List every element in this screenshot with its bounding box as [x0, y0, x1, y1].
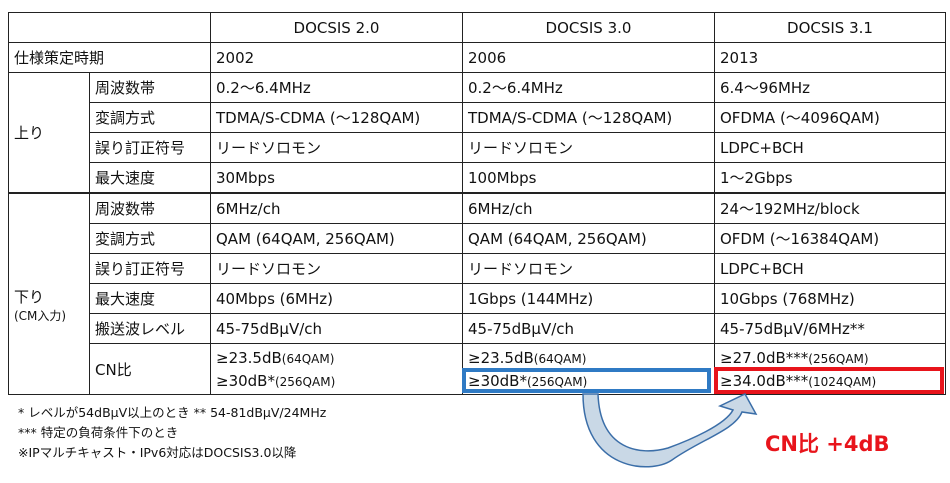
cell: QAM (64QAM, 256QAM) — [462, 223, 715, 254]
highlight-box-docsis-3-0 — [462, 368, 711, 393]
table-row: 下り (CM入力) 周波数帯 6MHz/ch 6MHz/ch 24～192MHz… — [8, 192, 946, 395]
row-label: 最大速度 — [89, 162, 211, 194]
cell: 6MHz/ch — [210, 192, 463, 224]
cell: リードソロモン — [462, 253, 715, 284]
cn-improvement-callout: CN比 +4dB — [765, 432, 890, 456]
cell: OFDMA (～4096QAM) — [714, 102, 946, 133]
footnote: * レベルが54dBμV以上のとき ** 54-81dBμV/24MHz — [18, 405, 327, 420]
header-corner — [8, 12, 211, 43]
header-docsis-2-0: DOCSIS 2.0 — [210, 12, 463, 43]
header-docsis-3-0: DOCSIS 3.0 — [462, 12, 715, 43]
cell: 24～192MHz/block — [714, 192, 946, 224]
group-label-upstream: 上り — [8, 72, 90, 194]
table-row: 誤り訂正符号 リードソロモン リードソロモン LDPC+BCH — [9, 253, 946, 284]
cell: リードソロモン — [210, 132, 463, 163]
row-label: 誤り訂正符号 — [89, 132, 211, 163]
cell: 1～2Gbps — [714, 162, 946, 194]
cell: 6.4～96MHz — [714, 72, 946, 103]
highlight-box-docsis-3-1 — [714, 367, 944, 394]
cell: LDPC+BCH — [714, 253, 946, 284]
docsis-comparison-table: DOCSIS 2.0 DOCSIS 3.0 DOCSIS 3.1 仕様策定時期 … — [8, 12, 946, 395]
row-label: 周波数帯 — [89, 72, 211, 103]
footnote: *** 特定の負荷条件下のとき — [18, 425, 179, 440]
cell: 40Mbps (6MHz) — [210, 283, 463, 314]
row-label: 誤り訂正符号 — [89, 253, 211, 284]
cell: 45-75dBμV/ch — [210, 313, 463, 344]
table-row: 変調方式 QAM (64QAM, 256QAM) QAM (64QAM, 256… — [9, 223, 946, 254]
cell: 0.2～6.4MHz — [210, 72, 463, 103]
cell: OFDM (～16384QAM) — [714, 223, 946, 254]
cn-value: ≥23.5dB — [468, 348, 534, 367]
row-label: 最大速度 — [89, 283, 211, 314]
cell: ≥23.5dB(64QAM) ≥30dB*(256QAM) — [210, 343, 463, 395]
cell: 2013 — [714, 42, 946, 73]
row-label: 仕様策定時期 — [8, 42, 211, 73]
cell: TDMA/S-CDMA (～128QAM) — [210, 102, 463, 133]
table-row: 上り 周波数帯 0.2～6.4MHz 0.2～6.4MHz 6.4～96MHz — [8, 72, 946, 194]
cell: QAM (64QAM, 256QAM) — [210, 223, 463, 254]
cell: 0.2～6.4MHz — [462, 72, 715, 103]
table-row: 誤り訂正符号 リードソロモン リードソロモン LDPC+BCH — [9, 132, 946, 163]
cn-value: ≥23.5dB — [216, 348, 282, 367]
row-label: 変調方式 — [89, 102, 211, 133]
cn-note: (256QAM) — [274, 374, 336, 389]
downstream-label: 下り — [14, 288, 45, 306]
table-row: 仕様策定時期 2002 2006 2013 — [8, 42, 946, 73]
downstream-sublabel: (CM入力) — [14, 309, 67, 323]
table-row: 搬送波レベル 45-75dBμV/ch 45-75dBμV/ch 45-75dB… — [9, 313, 946, 344]
header-row: DOCSIS 2.0 DOCSIS 3.0 DOCSIS 3.1 — [8, 12, 946, 43]
cell: 6MHz/ch — [462, 192, 715, 224]
cell: リードソロモン — [210, 253, 463, 284]
cn-value: ≥30dB* — [216, 371, 275, 390]
cell: 45-75dBμV/6MHz** — [714, 313, 946, 344]
cn-note: (1024QAM) — [808, 374, 877, 389]
group-label-downstream: 下り (CM入力) — [8, 192, 90, 395]
row-label: CN比 — [89, 343, 211, 395]
header-docsis-3-1: DOCSIS 3.1 — [714, 12, 946, 43]
cell: TDMA/S-CDMA (～128QAM) — [462, 102, 715, 133]
cn-value: ≥30dB* — [468, 371, 527, 390]
cell: 1Gbps (144MHz) — [462, 283, 715, 314]
cell: LDPC+BCH — [714, 132, 946, 163]
cn-note: (64QAM) — [533, 351, 587, 366]
cn-note: (256QAM) — [808, 351, 869, 366]
table-row: 最大速度 40Mbps (6MHz) 1Gbps (144MHz) 10Gbps… — [9, 283, 946, 314]
cn-value: ≥34.0dB*** — [720, 371, 809, 390]
cell: 10Gbps (768MHz) — [714, 283, 946, 314]
footnote: ※IPマルチキャスト・IPv6対応はDOCSIS3.0以降 — [18, 445, 297, 460]
cell: 45-75dBμV/ch — [462, 313, 715, 344]
cell: 30Mbps — [210, 162, 463, 194]
cell: 100Mbps — [462, 162, 715, 194]
table-row-cn: CN比 ≥23.5dB(64QAM) ≥30dB*(256QAM) ≥23.5d… — [9, 343, 946, 395]
row-label: 変調方式 — [89, 223, 211, 254]
row-label: 周波数帯 — [89, 192, 211, 224]
cell: リードソロモン — [462, 132, 715, 163]
cell: 2006 — [462, 42, 715, 73]
table-row: 変調方式 TDMA/S-CDMA (～128QAM) TDMA/S-CDMA (… — [9, 102, 946, 133]
row-label: 搬送波レベル — [89, 313, 211, 344]
cn-value: ≥27.0dB*** — [720, 348, 809, 367]
cn-note: (64QAM) — [281, 351, 335, 366]
cell: 2002 — [210, 42, 463, 73]
table-row: 最大速度 30Mbps 100Mbps 1～2Gbps — [9, 162, 946, 194]
cn-note: (256QAM) — [526, 374, 588, 389]
